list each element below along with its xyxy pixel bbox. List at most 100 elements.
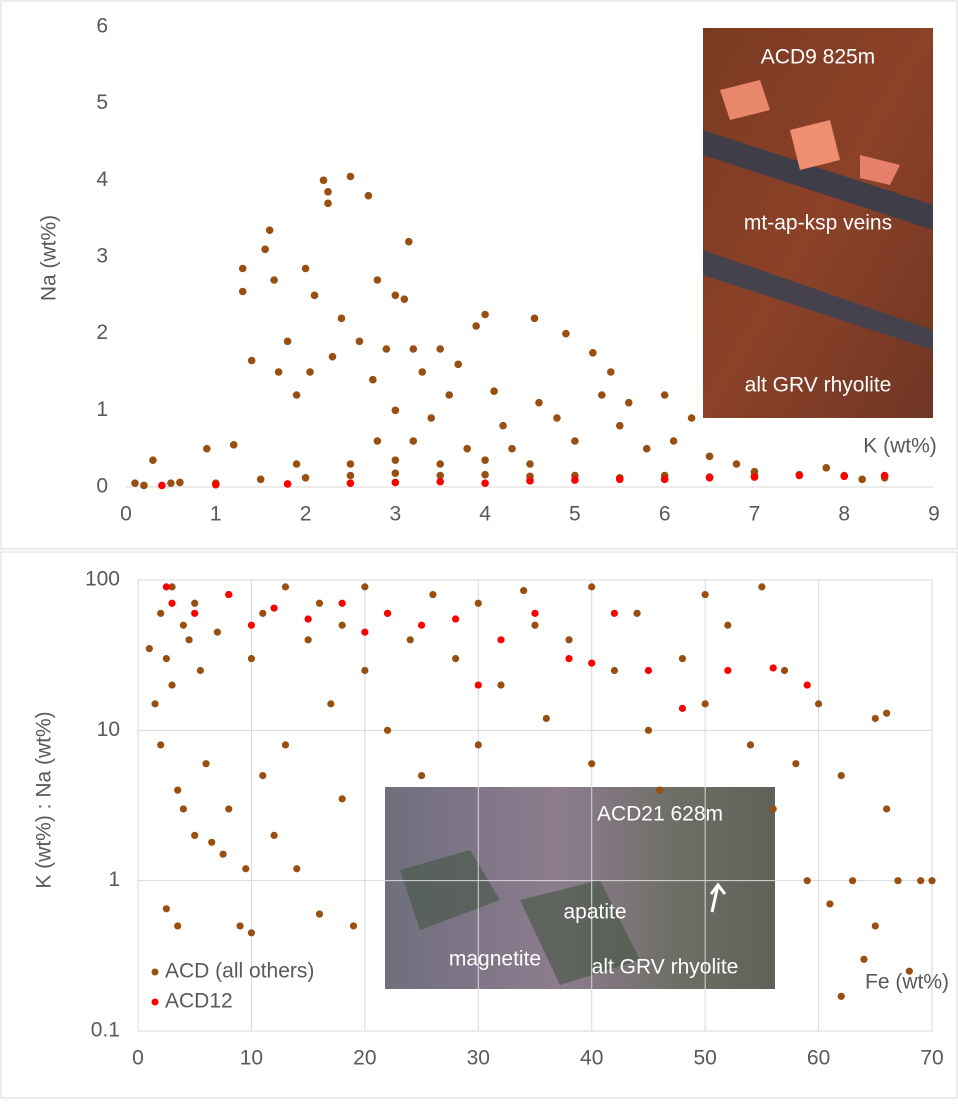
point <box>247 655 256 663</box>
y-tick-label: 6 <box>96 15 108 38</box>
point <box>283 480 292 488</box>
point <box>168 681 176 689</box>
point <box>598 391 606 399</box>
point <box>301 264 310 273</box>
annotation: alt GRV rhyolite <box>745 374 892 397</box>
point <box>607 368 615 376</box>
point <box>168 599 176 607</box>
point <box>151 700 159 708</box>
point <box>238 264 247 273</box>
point <box>526 460 534 468</box>
point <box>168 583 176 591</box>
point <box>615 421 624 430</box>
point <box>701 590 709 599</box>
point <box>481 470 489 479</box>
point <box>553 414 561 422</box>
legend-marker <box>151 968 159 976</box>
y-tick-label: 100 <box>85 568 120 591</box>
point <box>497 681 505 689</box>
point <box>179 805 187 813</box>
point <box>792 760 800 768</box>
point <box>349 922 358 930</box>
y-tick-label: 5 <box>96 91 108 114</box>
point <box>508 444 516 453</box>
x-tick-label: 3 <box>389 503 401 526</box>
point <box>270 604 278 612</box>
point <box>238 287 247 296</box>
point <box>769 664 777 672</box>
point <box>481 310 489 319</box>
x-tick-label: 30 <box>467 1047 490 1070</box>
point <box>369 375 377 384</box>
point <box>247 929 256 937</box>
point <box>328 352 337 361</box>
point <box>724 621 732 629</box>
point <box>454 360 462 369</box>
point <box>174 786 182 794</box>
point <box>535 398 543 407</box>
point <box>406 636 414 644</box>
point <box>338 795 346 803</box>
point <box>202 760 210 768</box>
point <box>610 666 619 675</box>
point <box>225 590 233 599</box>
point <box>588 583 596 591</box>
point <box>261 245 269 254</box>
x-tick-label: 2 <box>300 503 312 526</box>
point <box>814 700 823 708</box>
point <box>315 599 324 607</box>
point <box>452 615 460 623</box>
panel-border <box>0 0 958 550</box>
point <box>701 700 709 708</box>
point <box>481 479 489 487</box>
point <box>750 473 759 481</box>
annotation: apatite <box>563 901 626 924</box>
point <box>131 479 139 487</box>
point <box>571 437 579 445</box>
point <box>530 314 539 323</box>
point <box>687 414 696 422</box>
point <box>167 479 175 487</box>
x-tick-label: 20 <box>353 1047 376 1070</box>
photo <box>703 28 933 418</box>
point <box>644 666 653 675</box>
point <box>678 655 687 663</box>
point <box>490 387 498 395</box>
point <box>840 472 849 481</box>
point <box>526 477 534 485</box>
point <box>520 587 528 595</box>
x-axis-label: Fe (wt%) <box>865 971 949 994</box>
point <box>758 583 766 591</box>
point <box>242 865 250 873</box>
y-tick-label: 3 <box>96 245 108 268</box>
annotation: alt GRV rhyolite <box>592 956 739 979</box>
point <box>256 475 265 484</box>
point <box>191 599 199 607</box>
point <box>588 659 596 667</box>
point <box>324 199 332 208</box>
y-tick-label: 4 <box>96 168 108 191</box>
point <box>849 877 857 885</box>
y-axis-label: K (wt%) : Na (wt%) <box>33 711 56 888</box>
point <box>656 786 664 794</box>
point <box>427 414 436 422</box>
point <box>346 172 355 181</box>
point <box>837 771 845 780</box>
point <box>361 628 369 636</box>
y-tick-label: 1 <box>96 398 108 421</box>
point <box>724 666 732 675</box>
point <box>452 655 460 663</box>
x-tick-label: 9 <box>928 503 940 526</box>
point <box>274 368 283 376</box>
x-tick-label: 0 <box>132 1047 144 1070</box>
point <box>306 368 314 376</box>
point <box>213 628 221 636</box>
point <box>327 700 335 708</box>
point <box>265 226 274 234</box>
point <box>229 441 238 449</box>
point <box>211 480 220 489</box>
point <box>149 456 157 464</box>
point <box>338 599 346 607</box>
y-axis-label: Na (wt%) <box>38 215 61 301</box>
point <box>883 805 891 813</box>
